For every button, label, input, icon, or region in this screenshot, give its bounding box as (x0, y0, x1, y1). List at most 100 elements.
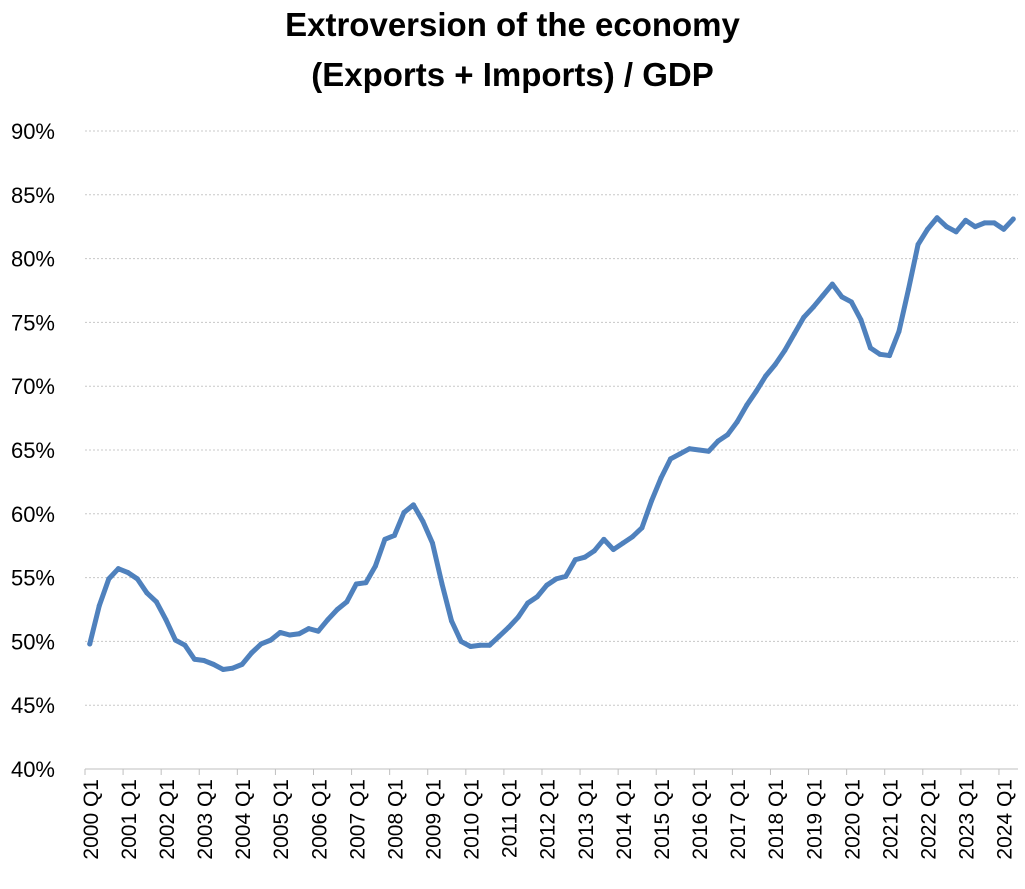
x-tick-label: 2023 Q1 (956, 779, 979, 860)
x-tick-label: 2011 Q1 (499, 779, 522, 858)
chart-title: Extroversion of the economy (285, 6, 740, 43)
data-point (258, 641, 264, 647)
x-tick-label: 2014 Q1 (613, 779, 636, 860)
data-point (153, 599, 159, 605)
x-tick-label: 2012 Q1 (537, 779, 560, 860)
data-point (867, 345, 873, 351)
data-point (487, 642, 493, 648)
data-point (315, 628, 321, 634)
data-point (715, 438, 721, 444)
chart-subtitle: (Exports + Imports) / GDP (311, 56, 714, 93)
data-point (458, 638, 464, 644)
data-point (563, 573, 569, 579)
data-point (211, 661, 217, 667)
x-tick-label: 2015 Q1 (651, 779, 674, 860)
data-points (87, 215, 1016, 672)
data-point (506, 624, 512, 630)
x-tick-label: 2016 Q1 (689, 779, 712, 860)
x-tick-label: 2002 Q1 (156, 779, 179, 860)
data-point (753, 388, 759, 394)
x-tick-label: 2006 Q1 (308, 779, 331, 860)
data-point (944, 224, 950, 230)
data-point (744, 402, 750, 408)
x-tick-label: 2018 Q1 (765, 779, 788, 860)
data-point (620, 540, 626, 546)
data-point (810, 304, 816, 310)
data-point (163, 617, 169, 623)
y-tick-label: 70% (11, 374, 55, 399)
data-point (239, 661, 245, 667)
data-point (410, 502, 416, 508)
data-point (725, 432, 731, 438)
y-axis-ticks: 40% 45% 50% 55% 60% 65% 70% 75% 80% 85% 90% (11, 119, 55, 782)
data-point (87, 641, 93, 647)
data-point (915, 242, 921, 248)
x-axis-ticks: 2000 Q1 2001 Q1 2002 Q1 2003 Q1 2004 Q1 2005 … (80, 779, 1017, 860)
data-point (687, 446, 693, 452)
data-point (677, 451, 683, 457)
data-point (296, 631, 302, 637)
data-point (277, 629, 283, 635)
data-point (191, 656, 197, 662)
data-point (906, 286, 912, 292)
data-point (182, 642, 188, 648)
x-tick-label: 2019 Q1 (803, 779, 826, 860)
data-point (96, 603, 102, 609)
data-point (287, 632, 293, 638)
data-point (363, 580, 369, 586)
y-tick-label: 50% (11, 629, 55, 654)
data-point (382, 536, 388, 542)
data-point (877, 351, 883, 357)
data-point (896, 328, 902, 334)
y-tick-label: 90% (11, 119, 55, 144)
y-tick-label: 60% (11, 502, 55, 527)
data-point (848, 299, 854, 305)
x-tick-label: 2003 Q1 (194, 779, 217, 860)
data-point (439, 581, 445, 587)
x-tick-label: 2008 Q1 (384, 779, 407, 860)
data-point (115, 566, 121, 572)
data-point (639, 525, 645, 531)
x-tick-label: 2007 Q1 (346, 779, 369, 860)
data-point (325, 617, 331, 623)
data-point (172, 637, 178, 643)
data-point (468, 644, 474, 650)
data-point (668, 456, 674, 462)
data-point (601, 536, 607, 542)
data-point (629, 534, 635, 540)
data-point (991, 220, 997, 226)
data-point (1010, 216, 1016, 222)
data-point (334, 607, 340, 612)
data-point (477, 642, 483, 648)
data-point (572, 557, 578, 563)
data-point (610, 547, 616, 553)
y-tick-label: 75% (11, 310, 55, 335)
data-point (706, 448, 712, 454)
data-point (449, 618, 455, 624)
data-point (963, 217, 969, 223)
x-tick-label: 2001 Q1 (118, 779, 141, 860)
data-point (582, 554, 588, 560)
data-point (696, 447, 702, 453)
data-point (886, 353, 892, 359)
data-point (144, 590, 150, 596)
y-tick-label: 40% (11, 757, 55, 782)
data-point (353, 581, 359, 587)
y-tick-label: 45% (11, 693, 55, 718)
data-point (972, 224, 978, 230)
data-point (515, 614, 521, 620)
x-tick-label: 2024 Q1 (994, 779, 1017, 860)
x-tick-label: 2005 Q1 (270, 779, 293, 860)
data-point (791, 331, 797, 337)
data-point (106, 576, 112, 582)
data-point (429, 540, 435, 546)
data-point (658, 475, 664, 481)
data-point (372, 563, 378, 569)
data-point (525, 600, 531, 606)
gridlines (85, 130, 1018, 706)
x-tick-label: 2020 Q1 (841, 779, 864, 860)
series-line (87, 215, 1016, 672)
data-point (249, 650, 255, 656)
data-point (801, 314, 807, 320)
data-point (134, 576, 140, 582)
